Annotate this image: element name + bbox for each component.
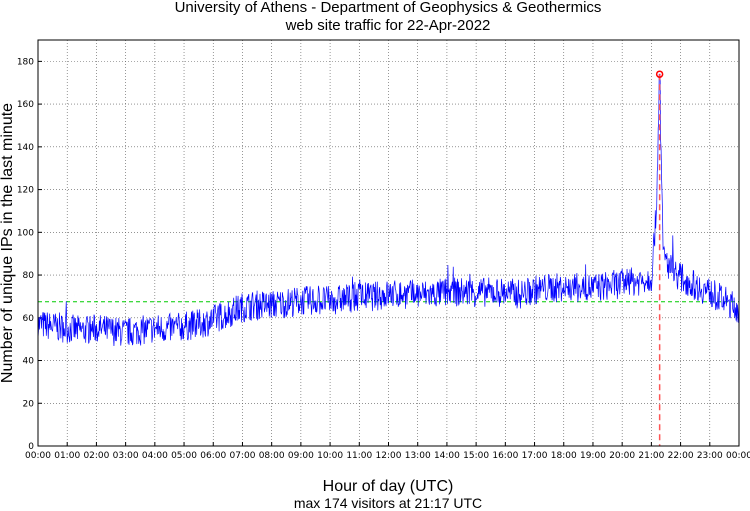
x-tick-label: 16:00 bbox=[492, 451, 518, 461]
x-tick-label: 05:00 bbox=[171, 451, 197, 461]
traffic-line bbox=[37, 73, 740, 346]
x-tick-label: 03:00 bbox=[113, 451, 139, 461]
y-axis-label: Number of unique IPs in the last minute bbox=[0, 103, 16, 383]
x-tick-label: 15:00 bbox=[463, 451, 489, 461]
x-tick-label: 21:00 bbox=[638, 451, 664, 461]
y-axis-ticks: 0 20 40 60 80 100 120 140 160 180 bbox=[17, 57, 42, 452]
y-tick-label: 60 bbox=[23, 314, 35, 324]
x-tick-label: 04:00 bbox=[142, 451, 168, 461]
x-tick-label: 12:00 bbox=[376, 451, 402, 461]
x-tick-label: 01:00 bbox=[54, 451, 80, 461]
x-tick-label: 22:00 bbox=[668, 451, 694, 461]
x-axis-ticks: 00:00 01:00 02:00 03:00 04:00 05:00 06:00 07:00… bbox=[25, 442, 750, 461]
x-tick-label: 02:00 bbox=[83, 451, 109, 461]
y-tick-label: 140 bbox=[17, 143, 34, 153]
x-tick-label: 18:00 bbox=[551, 451, 577, 461]
x-tick-label: 09:00 bbox=[288, 451, 314, 461]
series-layer bbox=[37, 70, 740, 446]
x-tick-label: 08:00 bbox=[259, 451, 285, 461]
grid-lines bbox=[38, 40, 739, 446]
x-tick-label: 07:00 bbox=[229, 451, 255, 461]
y-tick-label: 0 bbox=[28, 442, 34, 452]
y-tick-label: 100 bbox=[17, 228, 34, 238]
plot-frame bbox=[37, 39, 740, 447]
y-tick-label: 160 bbox=[17, 100, 34, 110]
y-tick-label: 40 bbox=[23, 357, 35, 367]
y-tick-label: 180 bbox=[17, 57, 34, 67]
x-axis-label: Hour of day (UTC) bbox=[323, 478, 454, 495]
x-tick-label: 20:00 bbox=[609, 451, 635, 461]
y-tick-label: 80 bbox=[23, 271, 35, 281]
x-tick-label: 00:00 bbox=[25, 451, 51, 461]
x-tick-label: 11:00 bbox=[346, 451, 372, 461]
chart-footer: max 174 visitors at 21:17 UTC bbox=[294, 495, 482, 511]
x-tick-label: 23:00 bbox=[697, 451, 723, 461]
chart-title: University of Athens - Department of Geo… bbox=[175, 0, 602, 16]
chart-subtitle: web site traffic for 22-Apr-2022 bbox=[285, 17, 491, 34]
y-tick-label: 20 bbox=[23, 399, 35, 409]
x-tick-label: 17:00 bbox=[522, 451, 548, 461]
peak-marker bbox=[655, 70, 664, 78]
x-tick-label: 14:00 bbox=[434, 451, 460, 461]
x-tick-label: 06:00 bbox=[200, 451, 226, 461]
x-tick-label: 10:00 bbox=[317, 451, 343, 461]
x-tick-label: 00:00 bbox=[726, 451, 750, 461]
x-tick-label: 13:00 bbox=[405, 451, 431, 461]
x-tick-label: 19:00 bbox=[580, 451, 606, 461]
y-tick-label: 120 bbox=[17, 186, 34, 196]
